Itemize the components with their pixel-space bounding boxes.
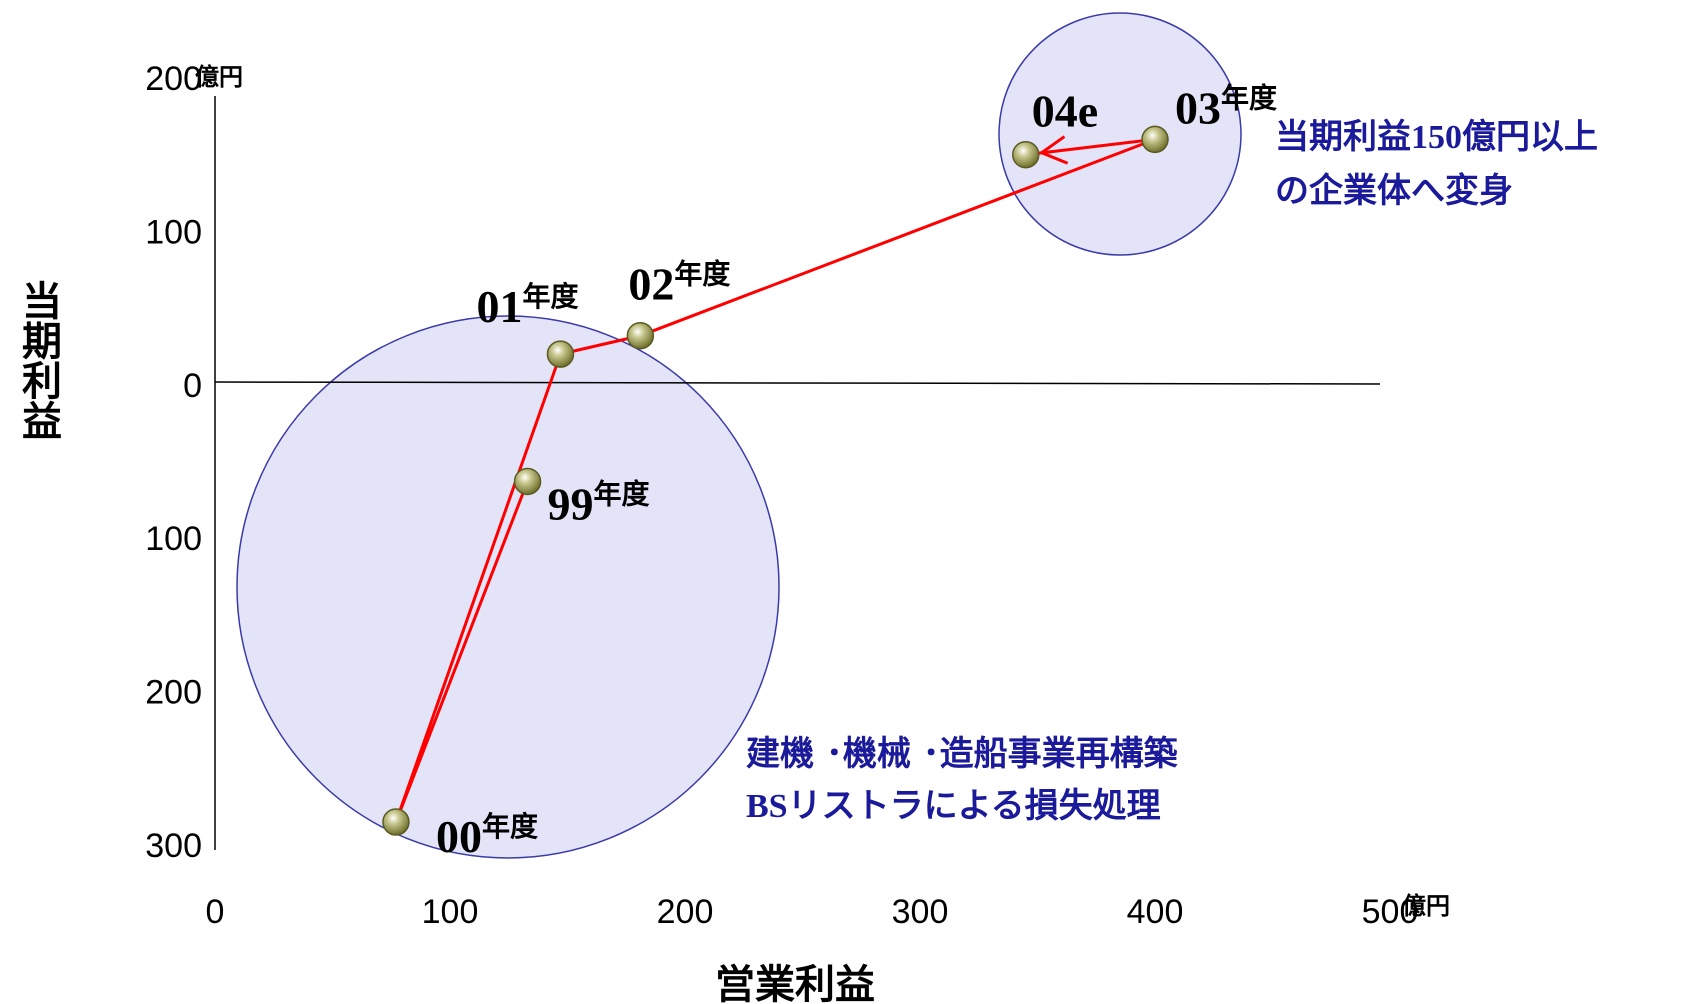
lower-annotation-line1: 建機 ･機械 ･造船事業再構築 <box>746 734 1179 774</box>
point-label: 99年度 <box>548 477 650 529</box>
point-label-year: 02 <box>628 259 674 310</box>
data-point <box>546 340 575 368</box>
point-label-year: 99 <box>548 478 594 529</box>
y-unit-label: 億円 <box>195 63 243 91</box>
point-label-suffix: 年度 <box>674 258 730 291</box>
point-label-year: 01 <box>476 281 522 332</box>
y-axis-title: 当期利益 <box>15 280 62 440</box>
point-label: 02年度 <box>628 258 730 310</box>
x-zero-line <box>214 381 1381 385</box>
data-points <box>382 125 1169 836</box>
data-point <box>1141 125 1169 154</box>
lower-annotation: 建機 ･機械 ･造船事業再構築 BSリストラによる損失処理 <box>746 734 1190 826</box>
data-point <box>626 321 655 350</box>
point-label: 04e <box>1032 86 1098 137</box>
point-label: 03年度 <box>1175 81 1277 133</box>
x-tick-labels: 0 100 200 300 400 500 <box>206 893 1419 931</box>
point-label-year: 03 <box>1175 82 1221 133</box>
x-tick-label: 100 <box>422 893 479 931</box>
upper-annotation-line2: の企業体へ変身 <box>1275 171 1513 211</box>
upper-annotation-line1-c: 億円以上 <box>1462 117 1598 157</box>
growth-zone-circle <box>998 12 1242 256</box>
point-label-suffix: 年度 <box>594 477 650 510</box>
data-point <box>1012 140 1040 169</box>
y-tick-labels: 200 100 0 100 200 300 <box>145 60 202 865</box>
x-tick-label: 500 <box>1362 893 1419 931</box>
arrow-head <box>1038 135 1069 165</box>
upper-annotation-line1-a: 当期利益 <box>1275 117 1411 157</box>
point-label-suffix: 年度 <box>482 810 538 843</box>
x-axis-title: 営業利益 <box>715 962 875 1004</box>
lower-annotation-line2-a: BS <box>746 788 788 825</box>
upper-annotation: 当期利益150億円以上 の企業体へ変身 <box>1275 117 1610 211</box>
upper-annotation-line1-b: 150 <box>1411 119 1462 156</box>
y-tick-label: 100 <box>145 520 202 558</box>
y-tick-label: 200 <box>145 60 202 98</box>
y-tick-label: 0 <box>183 367 202 405</box>
data-point <box>382 808 410 836</box>
point-label: 01年度 <box>476 280 578 332</box>
x-tick-label: 0 <box>206 893 225 931</box>
series-line <box>394 137 1157 824</box>
x-tick-label: 400 <box>1127 893 1184 931</box>
point-label-suffix: 年度 <box>1221 81 1277 114</box>
point-label-year: 04e <box>1032 86 1098 137</box>
point-label: 00年度 <box>436 810 538 862</box>
lower-annotation-line2-b: リストラによる損失処理 <box>788 786 1161 826</box>
point-label-year: 00 <box>436 811 482 862</box>
x-tick-label: 200 <box>657 893 714 931</box>
point-label-suffix: 年度 <box>522 280 578 313</box>
y-tick-label: 100 <box>145 213 202 251</box>
x-tick-label: 300 <box>892 893 949 931</box>
data-point <box>513 467 542 496</box>
y-tick-label: 200 <box>145 674 202 712</box>
recovery-zone-circle <box>236 315 780 859</box>
x-unit-label: 億円 <box>1402 892 1450 920</box>
y-tick-label: 300 <box>145 827 202 865</box>
